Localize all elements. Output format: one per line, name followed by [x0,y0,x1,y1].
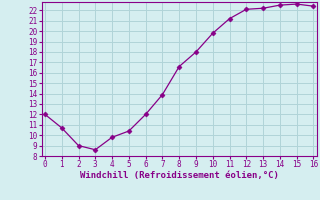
X-axis label: Windchill (Refroidissement éolien,°C): Windchill (Refroidissement éolien,°C) [80,171,279,180]
